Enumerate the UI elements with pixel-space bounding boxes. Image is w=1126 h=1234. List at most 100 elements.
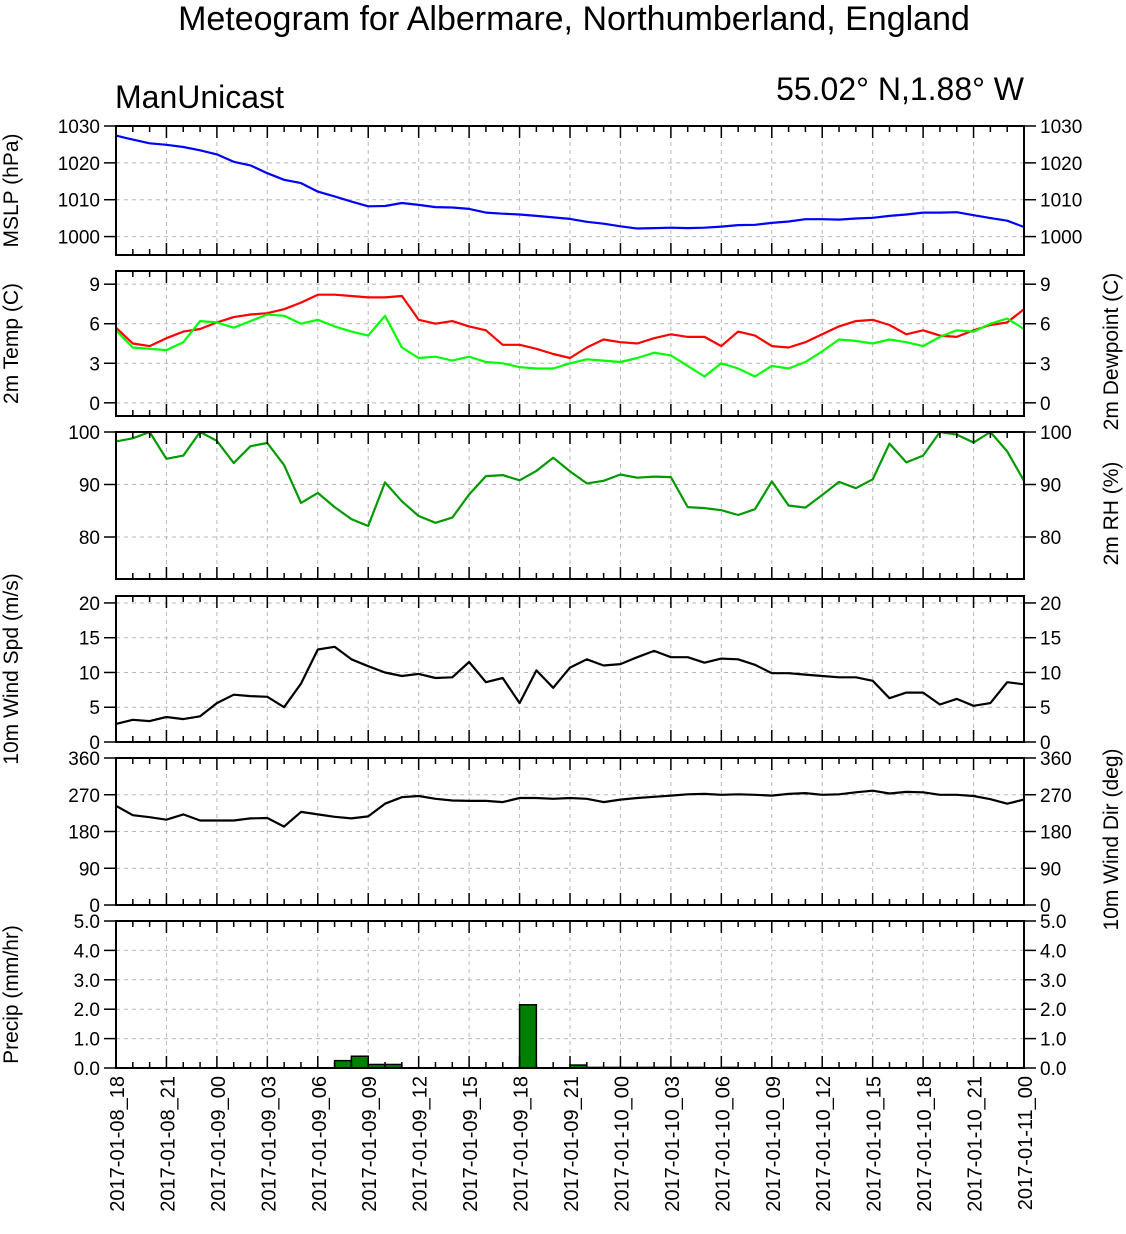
x-tick-label: 2017-01-10_15: [864, 1076, 886, 1212]
y-tick-label-right: 1030: [1040, 117, 1082, 138]
y-tick-label-left: 1030: [58, 117, 100, 138]
y-tick-label-left: 6: [89, 315, 100, 336]
x-tick-label: 2017-01-08_21: [157, 1076, 179, 1212]
y-tick-label-right: 1000: [1040, 228, 1082, 249]
x-tick-label: 2017-01-08_18: [107, 1076, 129, 1212]
x-tick-label: 2017-01-09_18: [511, 1076, 533, 1212]
x-tick-label: 2017-01-10_03: [662, 1076, 684, 1212]
y-tick-label-left: 0: [89, 896, 100, 917]
y-tick-label-right: 270: [1040, 786, 1072, 807]
y-tick-label-left: 9: [89, 275, 100, 296]
y-tick-label-left: 180: [68, 823, 100, 844]
y-axis-label-left: 10m Wind Spd (m/s): [0, 573, 23, 764]
y-axis-label-left: Precip (mm/hr): [0, 925, 23, 1064]
panel-temp: 0 0 3 3 6 6 9 9 2m Temp (C) 2m Dewpoint (C): [0, 270, 1123, 431]
y-tick-label-left: 1000: [58, 228, 100, 249]
x-tick-label: 2017-01-09_15: [460, 1076, 482, 1212]
y-tick-label-left: 20: [79, 594, 100, 615]
series-line-wspd-0: [115, 645, 1025, 725]
panel-mslp: 1000 1000 1010 1010 1020 1020 1030 1030 MSLP (hP…: [0, 117, 1082, 256]
y-tick-label-left: 5: [89, 698, 100, 719]
y-tick-label-left: 1.0: [74, 1030, 100, 1051]
y-tick-label-left: 90: [79, 476, 100, 497]
y-tick-label-left: 2.0: [74, 1000, 100, 1021]
y-tick-label-left: 100: [68, 423, 100, 444]
panel-rh: 80 80 90 90 100 100 2m RH (%): [68, 423, 1123, 580]
y-tick-label-right: 3.0: [1040, 971, 1066, 992]
panel-wdir: 0 0 90 90 180 180 270 270 360 360 10m Wind Dir (de…: [68, 748, 1123, 930]
y-tick-label-left: 90: [79, 859, 100, 880]
precip-bar: [350, 1055, 369, 1069]
x-tick-label: 2017-01-09_00: [208, 1076, 230, 1212]
precip-bar: [518, 1004, 538, 1069]
y-tick-label-left: 0.0: [74, 1059, 100, 1080]
y-tick-label-left: 0: [89, 394, 100, 415]
y-tick-label-right: 6: [1040, 315, 1051, 336]
y-tick-label-right: 9: [1040, 275, 1051, 296]
y-tick-label-right: 0: [1040, 394, 1051, 415]
y-axis-label-right: 2m Dewpoint (C): [1100, 273, 1123, 431]
y-tick-label-right: 0.0: [1040, 1059, 1066, 1080]
x-tick-label: 2017-01-09_21: [561, 1076, 583, 1212]
y-tick-label-left: 3: [89, 354, 100, 375]
y-tick-label-right: 80: [1040, 528, 1061, 549]
y-tick-label-right: 4.0: [1040, 941, 1066, 962]
y-tick-label-right: 5.0: [1040, 912, 1066, 933]
y-axis-label-right: 2m RH (%): [1100, 462, 1123, 566]
x-tick-label: 2017-01-11_00: [1015, 1076, 1037, 1210]
y-tick-label-right: 10: [1040, 663, 1061, 684]
y-tick-label-right: 20: [1040, 594, 1061, 615]
x-tick-label: 2017-01-09_12: [410, 1076, 432, 1212]
y-axis-label-left: 2m Temp (C): [0, 283, 23, 404]
x-tick-label: 2017-01-10_12: [813, 1076, 835, 1212]
y-tick-label-right: 0: [1040, 733, 1051, 754]
series-line-mslp-0: [115, 134, 1025, 230]
y-tick-label-left: 10: [79, 663, 100, 684]
y-tick-label-right: 180: [1040, 823, 1072, 844]
y-tick-label-left: 1010: [58, 191, 100, 212]
y-tick-label-left: 0: [89, 733, 100, 754]
y-tick-label-right: 90: [1040, 859, 1061, 880]
y-tick-label-right: 1.0: [1040, 1030, 1066, 1051]
y-tick-label-left: 15: [79, 629, 100, 650]
time-axis: 2017-01-08_18 2017-01-08_21 2017-01-09_00 2…: [107, 1076, 1037, 1212]
x-tick-label: 2017-01-10_06: [712, 1076, 734, 1212]
y-tick-label-left: 360: [68, 749, 100, 770]
y-tick-label-right: 1020: [1040, 154, 1082, 175]
y-tick-label-right: 3: [1040, 354, 1051, 375]
x-tick-label: 2017-01-10_21: [965, 1076, 987, 1212]
series-line-temp-0: [115, 293, 1025, 360]
x-tick-label: 2017-01-09_09: [359, 1076, 381, 1212]
x-tick-label: 2017-01-09_03: [258, 1076, 280, 1212]
y-tick-label-left: 80: [79, 528, 100, 549]
y-tick-label-right: 0: [1040, 896, 1051, 917]
panel-wspd: 0 0 5 5 10 10 15 15 20 20 10m Wind Spd (m/s): [0, 573, 1061, 764]
y-tick-label-left: 3.0: [74, 971, 100, 992]
series-line-temp-1: [115, 313, 1025, 378]
precip-bar: [333, 1059, 353, 1069]
y-tick-label-right: 360: [1040, 749, 1072, 770]
x-tick-label: 2017-01-10_00: [611, 1076, 633, 1212]
y-tick-label-left: 4.0: [74, 941, 100, 962]
y-axis-label-left: MSLP (hPa): [0, 134, 23, 248]
coordinates-label: 55.02° N,1.88° W: [776, 71, 1025, 107]
y-tick-label-right: 100: [1040, 423, 1072, 444]
y-tick-label-left: 270: [68, 786, 100, 807]
y-tick-label-right: 5: [1040, 698, 1051, 719]
y-tick-label-left: 1020: [58, 154, 100, 175]
x-tick-label: 2017-01-09_06: [309, 1076, 331, 1212]
x-tick-label: 2017-01-10_18: [914, 1076, 936, 1212]
series-line-wdir-0: [115, 789, 1025, 828]
y-tick-label-right: 90: [1040, 476, 1061, 497]
y-tick-label-right: 1010: [1040, 191, 1082, 212]
y-tick-label-left: 5.0: [74, 912, 100, 933]
y-tick-label-right: 15: [1040, 629, 1061, 650]
chart-title: Meteogram for Albermare, Northumberland,…: [178, 0, 970, 38]
y-tick-label-right: 2.0: [1040, 1000, 1066, 1021]
y-axis-label-right: 10m Wind Dir (deg): [1100, 748, 1123, 930]
x-tick-label: 2017-01-10_09: [763, 1076, 785, 1212]
model-label: ManUnicast: [115, 79, 284, 115]
panel-precip: 0.0 0.0 1.0 1.0 2.0 2.0 3.0 3.0 4.0 4.0 5.0 5.0 Prec…: [0, 912, 1066, 1080]
